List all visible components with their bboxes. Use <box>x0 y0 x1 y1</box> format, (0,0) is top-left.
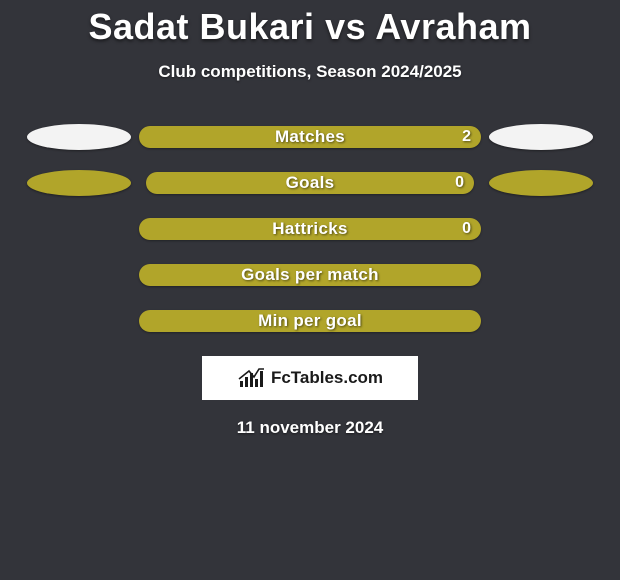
bar-slot: Matches 2 <box>139 126 481 148</box>
stat-value-right: 0 <box>455 174 464 192</box>
stat-bar: Goals per match <box>139 264 481 286</box>
right-ellipse-slot <box>481 124 601 150</box>
stat-row: Goals per match <box>0 264 620 286</box>
stat-row: Hattricks 0 <box>0 218 620 240</box>
site-logo-text: FcTables.com <box>271 368 383 388</box>
fctables-icon <box>237 367 265 389</box>
stat-bar: Min per goal <box>139 310 481 332</box>
stat-row: Min per goal <box>0 310 620 332</box>
left-ellipse <box>27 124 131 150</box>
stat-row: Matches 2 <box>0 126 620 148</box>
site-logo: FcTables.com <box>202 356 418 400</box>
stat-bar: Goals 0 <box>146 172 474 194</box>
stat-bar: Hattricks 0 <box>139 218 481 240</box>
stat-value-right: 0 <box>462 220 471 238</box>
stat-label: Min per goal <box>258 311 362 331</box>
left-ellipse-slot <box>19 124 139 150</box>
bar-slot: Min per goal <box>139 310 481 332</box>
right-ellipse <box>489 170 593 196</box>
stat-bar: Matches 2 <box>139 126 481 148</box>
stat-label: Hattricks <box>272 219 347 239</box>
right-ellipse <box>489 124 593 150</box>
stat-label: Goals per match <box>241 265 379 285</box>
date-text: 11 november 2024 <box>0 418 620 438</box>
page-title: Sadat Bukari vs Avraham <box>0 0 620 48</box>
comparison-rows: Matches 2 Goals 0 Hattricks 0 Goals per match M… <box>0 126 620 332</box>
bar-slot: Goals per match <box>139 264 481 286</box>
left-ellipse-slot <box>19 170 139 196</box>
right-ellipse-slot <box>481 170 601 196</box>
stat-row: Goals 0 <box>0 172 620 194</box>
bar-slot: Goals 0 <box>139 172 481 194</box>
left-ellipse <box>27 170 131 196</box>
subtitle: Club competitions, Season 2024/2025 <box>0 62 620 82</box>
stat-label: Goals <box>286 173 335 193</box>
bar-slot: Hattricks 0 <box>139 218 481 240</box>
stat-label: Matches <box>275 127 345 147</box>
stat-value-right: 2 <box>462 128 471 146</box>
